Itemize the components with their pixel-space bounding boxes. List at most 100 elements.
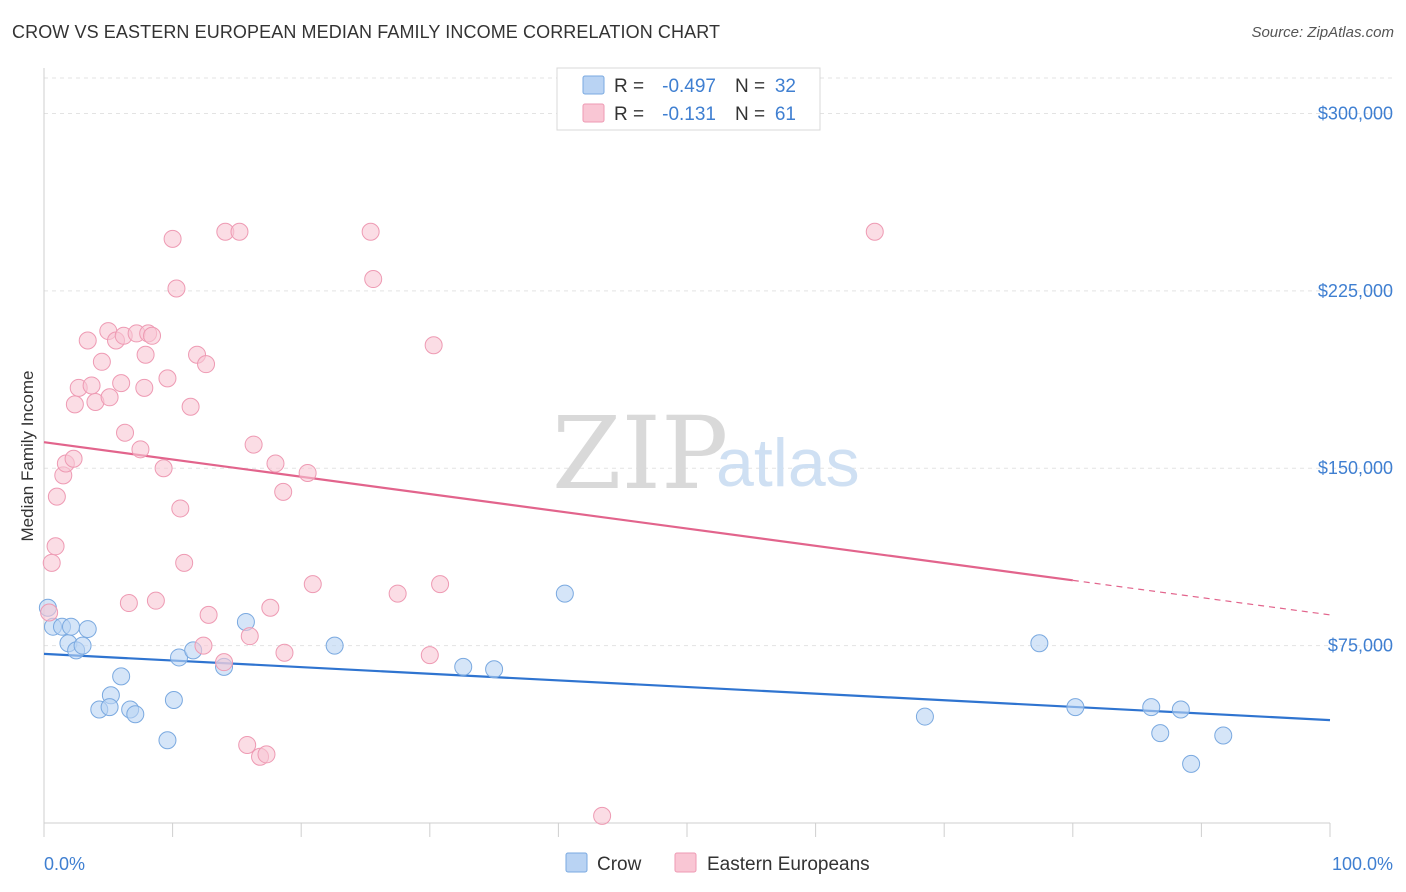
ee-point-33 xyxy=(181,397,200,416)
ee-point-27 xyxy=(154,459,173,478)
crow-legend-label: Crow xyxy=(597,854,642,875)
crow-point-7 xyxy=(78,620,97,639)
y-tick-label-1: $150,000 xyxy=(1318,458,1393,478)
y-tick-labels: $75,000 $150,000 $225,000 $300,000 xyxy=(1318,103,1393,655)
ee-point-36 xyxy=(199,605,218,624)
crow-point-27 xyxy=(1142,698,1161,717)
ee-point-35 xyxy=(197,355,216,374)
ee-point-10 xyxy=(82,376,101,395)
ee-r-label: R = xyxy=(614,104,644,125)
ee-point-30 xyxy=(167,279,186,298)
ee-point-38 xyxy=(215,653,234,672)
crow-point-23 xyxy=(555,584,574,603)
ee-point-37 xyxy=(194,636,213,655)
crow-point-10 xyxy=(100,698,119,717)
ee-point-53 xyxy=(364,270,383,289)
ee-point-21 xyxy=(131,440,150,459)
crow-point-22 xyxy=(485,660,504,679)
ee-n-value: 61 xyxy=(775,104,796,125)
ee-point-51 xyxy=(303,575,322,594)
ee-point-14 xyxy=(100,388,119,407)
ee-point-32 xyxy=(175,553,194,572)
x-tick-label-min: 0.0% xyxy=(44,854,85,874)
ee-point-2 xyxy=(46,537,65,556)
ee-point-18 xyxy=(116,423,135,442)
trend-lines xyxy=(43,441,1331,722)
ee-swatch xyxy=(582,103,605,123)
ee-point-26 xyxy=(146,591,165,610)
crow-point-4 xyxy=(62,617,81,636)
ee-point-42 xyxy=(240,627,259,646)
trend-line-1 xyxy=(43,441,1073,582)
crow-point-14 xyxy=(158,731,177,750)
ee-point-41 xyxy=(238,735,257,754)
watermark-atlas: atlas xyxy=(716,425,860,501)
ee-point-29 xyxy=(163,229,182,248)
ee-legend-label: Eastern Europeans xyxy=(707,854,870,875)
crow-r-value: -0.497 xyxy=(662,76,716,97)
crow-point-24 xyxy=(915,707,934,726)
crow-legend-swatch xyxy=(565,852,588,873)
ee-point-57 xyxy=(431,575,450,594)
ee-point-46 xyxy=(261,598,280,617)
ee-point-40 xyxy=(230,222,249,241)
y-tick-label-0: $75,000 xyxy=(1328,636,1393,656)
crow-point-13 xyxy=(126,705,145,724)
crow-n-label: N = xyxy=(735,76,765,97)
x-tick-labels: 0.0% 100.0% xyxy=(44,854,1393,874)
ee-point-55 xyxy=(420,646,439,665)
ee-point-45 xyxy=(257,745,276,764)
crow-point-25 xyxy=(1030,634,1049,653)
data-points xyxy=(38,222,1233,825)
ee-point-16 xyxy=(112,374,131,393)
ee-point-12 xyxy=(92,352,111,371)
crow-point-20 xyxy=(325,636,344,655)
ee-point-28 xyxy=(158,369,177,388)
crow-point-16 xyxy=(170,648,189,667)
chart-title: CROW VS EASTERN EUROPEAN MEDIAN FAMILY I… xyxy=(12,22,721,42)
crow-point-11 xyxy=(112,667,131,686)
ee-point-0 xyxy=(40,603,59,622)
crow-n-value: 32 xyxy=(775,76,796,97)
crow-point-21 xyxy=(454,657,473,676)
watermark-zip: ZIP xyxy=(552,395,728,512)
ee-point-19 xyxy=(119,594,138,613)
ee-point-54 xyxy=(388,584,407,603)
crow-point-6 xyxy=(73,636,92,655)
ee-point-1 xyxy=(42,553,61,572)
ee-point-52 xyxy=(361,222,380,241)
crow-point-15 xyxy=(164,691,183,710)
ee-point-50 xyxy=(298,463,317,482)
ee-point-58 xyxy=(593,806,612,825)
ee-point-47 xyxy=(266,454,285,473)
trend-line-ext-1 xyxy=(1072,579,1331,616)
y-tick-label-3: $300,000 xyxy=(1318,103,1393,123)
crow-point-29 xyxy=(1171,700,1190,719)
ee-n-label: N = xyxy=(735,104,765,125)
watermark: ZIP atlas xyxy=(552,395,860,512)
ee-point-7 xyxy=(65,395,84,414)
y-tick-label-2: $225,000 xyxy=(1318,281,1393,301)
crow-r-label: R = xyxy=(614,76,644,97)
ee-point-6 xyxy=(64,449,83,468)
crow-point-30 xyxy=(1182,754,1201,773)
ee-point-48 xyxy=(274,482,293,501)
axes xyxy=(43,68,1331,837)
x-tick-label-max: 100.0% xyxy=(1332,854,1393,874)
stats-legend: R = -0.497 N = 32 R = -0.131 N = 61 xyxy=(556,67,821,131)
crow-point-26 xyxy=(1066,698,1085,717)
series-legend: Crow Eastern Europeans xyxy=(565,852,870,875)
ee-point-49 xyxy=(275,643,294,662)
ee-point-23 xyxy=(136,345,155,364)
ee-r-value: -0.131 xyxy=(662,104,716,125)
ee-point-59 xyxy=(865,222,884,241)
y-axis-title: Median Family Income xyxy=(18,370,37,541)
grid-lines xyxy=(44,77,1392,647)
ee-point-25 xyxy=(143,326,162,345)
ee-point-43 xyxy=(244,435,263,454)
ee-point-22 xyxy=(135,378,154,397)
crow-swatch xyxy=(582,75,605,95)
ee-point-31 xyxy=(171,499,190,518)
ee-point-9 xyxy=(78,331,97,350)
crow-point-28 xyxy=(1151,724,1170,743)
